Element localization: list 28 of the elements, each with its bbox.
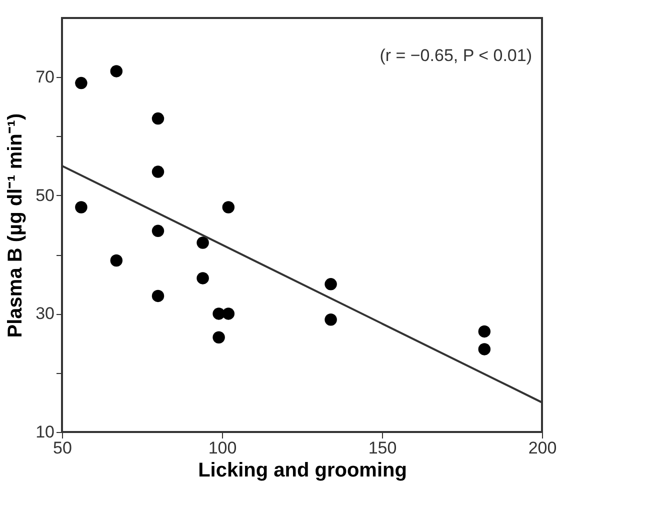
- point: [212, 331, 225, 344]
- point: [75, 76, 88, 90]
- y-axis-title: Plasma B (µg dl⁻¹ min⁻¹): [4, 113, 27, 338]
- x-tick-label: 50: [53, 438, 72, 458]
- point: [152, 224, 164, 238]
- point: [222, 308, 235, 320]
- point: [152, 290, 164, 302]
- y-tick-label: 70: [36, 68, 54, 87]
- x-tick-label: 200: [528, 438, 557, 458]
- point: [324, 314, 337, 326]
- y-tick-label: 50: [36, 186, 54, 205]
- point: [196, 236, 209, 249]
- point: [152, 166, 164, 178]
- x-axis-title: Licking and grooming: [198, 460, 407, 482]
- point: [324, 278, 337, 290]
- y-tick-label: 10: [36, 422, 54, 442]
- point: [110, 65, 123, 78]
- point: [75, 201, 88, 214]
- point: [478, 325, 491, 338]
- point: [196, 272, 209, 284]
- x-tick-label: 150: [368, 438, 397, 458]
- y-tick-label: 30: [36, 304, 54, 324]
- point: [110, 254, 123, 267]
- x-tick-label: 100: [208, 438, 237, 458]
- point: [152, 112, 164, 125]
- annotation: (r = −0.65, P < 0.01): [380, 46, 532, 65]
- point: [222, 201, 235, 214]
- point: [478, 343, 491, 356]
